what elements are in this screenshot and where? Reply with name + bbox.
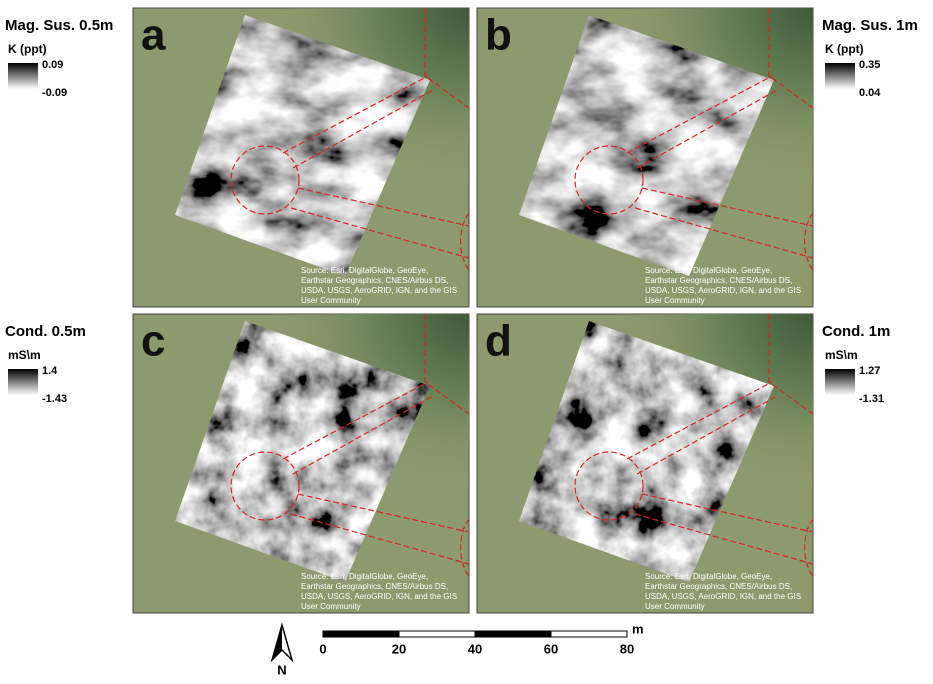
scale-label: 80 bbox=[620, 641, 634, 656]
map-panel: a Source: Esri, DigitalGlobe, GeoEye,Eart… bbox=[133, 8, 469, 307]
legend-max: 1.27 bbox=[859, 365, 880, 377]
panel-letter: d bbox=[485, 317, 512, 366]
legend-max: 0.09 bbox=[42, 59, 63, 71]
legend-min: -0.09 bbox=[42, 87, 67, 99]
attribution: USDA, USGS, AeroGRID, IGN, and the GIS bbox=[301, 592, 457, 601]
legend-ramp bbox=[825, 63, 855, 89]
legend-max: 0.35 bbox=[859, 59, 880, 71]
legend-ramp bbox=[8, 369, 38, 395]
legend-unit: K (ppt) bbox=[825, 42, 864, 56]
attribution: User Community bbox=[301, 602, 361, 611]
attribution: USDA, USGS, AeroGRID, IGN, and the GIS bbox=[301, 286, 457, 295]
legend-title: Cond. 1m bbox=[822, 323, 890, 340]
attribution: User Community bbox=[645, 602, 705, 611]
legend-unit: mS\m bbox=[8, 348, 41, 362]
legend-title: Mag. Sus. 1m bbox=[822, 17, 918, 34]
attribution: Source: Esri, DigitalGlobe, GeoEye, bbox=[645, 266, 772, 275]
north-label: N bbox=[277, 662, 286, 677]
attribution: User Community bbox=[301, 296, 361, 305]
attribution: User Community bbox=[645, 296, 705, 305]
attribution: USDA, USGS, AeroGRID, IGN, and the GIS bbox=[645, 592, 801, 601]
scale-segment bbox=[323, 631, 399, 637]
legend-max: 1.4 bbox=[42, 365, 58, 377]
scale-unit: m bbox=[632, 621, 644, 636]
attribution: USDA, USGS, AeroGRID, IGN, and the GIS bbox=[645, 286, 801, 295]
attribution: Earthstar Geographics, CNES/Airbus DS, bbox=[301, 276, 448, 285]
attribution: Earthstar Geographics, CNES/Airbus DS, bbox=[301, 582, 448, 591]
attribution: Source: Esri, DigitalGlobe, GeoEye, bbox=[301, 266, 428, 275]
figure: N aSource: Esri, DigitalGlobe, GeoEye,Ea… bbox=[0, 0, 933, 679]
legend-min: 0.04 bbox=[859, 87, 881, 99]
north-arrow: N bbox=[272, 625, 292, 677]
scale-label: 20 bbox=[392, 641, 406, 656]
panel-letter: b bbox=[485, 11, 512, 60]
legend-unit: mS\m bbox=[825, 348, 858, 362]
legend-unit: K (ppt) bbox=[8, 42, 47, 56]
scale-label: 40 bbox=[468, 641, 482, 656]
panel-letter: c bbox=[141, 317, 165, 366]
legend-title: Mag. Sus. 0.5m bbox=[5, 17, 113, 34]
panel-letter: a bbox=[141, 11, 166, 60]
legend-ramp bbox=[825, 369, 855, 395]
scale-segment bbox=[475, 631, 551, 637]
scale-segment bbox=[399, 631, 475, 637]
attribution: Source: Esri, DigitalGlobe, GeoEye, bbox=[301, 572, 428, 581]
attribution: Earthstar Geographics, CNES/Airbus DS, bbox=[645, 582, 792, 591]
scale-label: 0 bbox=[319, 641, 326, 656]
legend-ramp bbox=[8, 63, 38, 89]
legend-min: -1.43 bbox=[42, 393, 67, 405]
legend-title: Cond. 0.5m bbox=[5, 323, 86, 340]
scale-label: 60 bbox=[544, 641, 558, 656]
map-panel: b Source: Esri, DigitalGlobe, GeoEye,Eart… bbox=[477, 8, 813, 307]
attribution: Earthstar Geographics, CNES/Airbus DS, bbox=[645, 276, 792, 285]
map-panel: d Source: Esri, DigitalGlobe, GeoEye,Eart… bbox=[477, 314, 813, 613]
attribution: Source: Esri, DigitalGlobe, GeoEye, bbox=[645, 572, 772, 581]
scale-segment bbox=[551, 631, 627, 637]
legend-min: -1.31 bbox=[859, 393, 884, 405]
map-panel: c Source: Esri, DigitalGlobe, GeoEye,Eart… bbox=[133, 314, 469, 613]
